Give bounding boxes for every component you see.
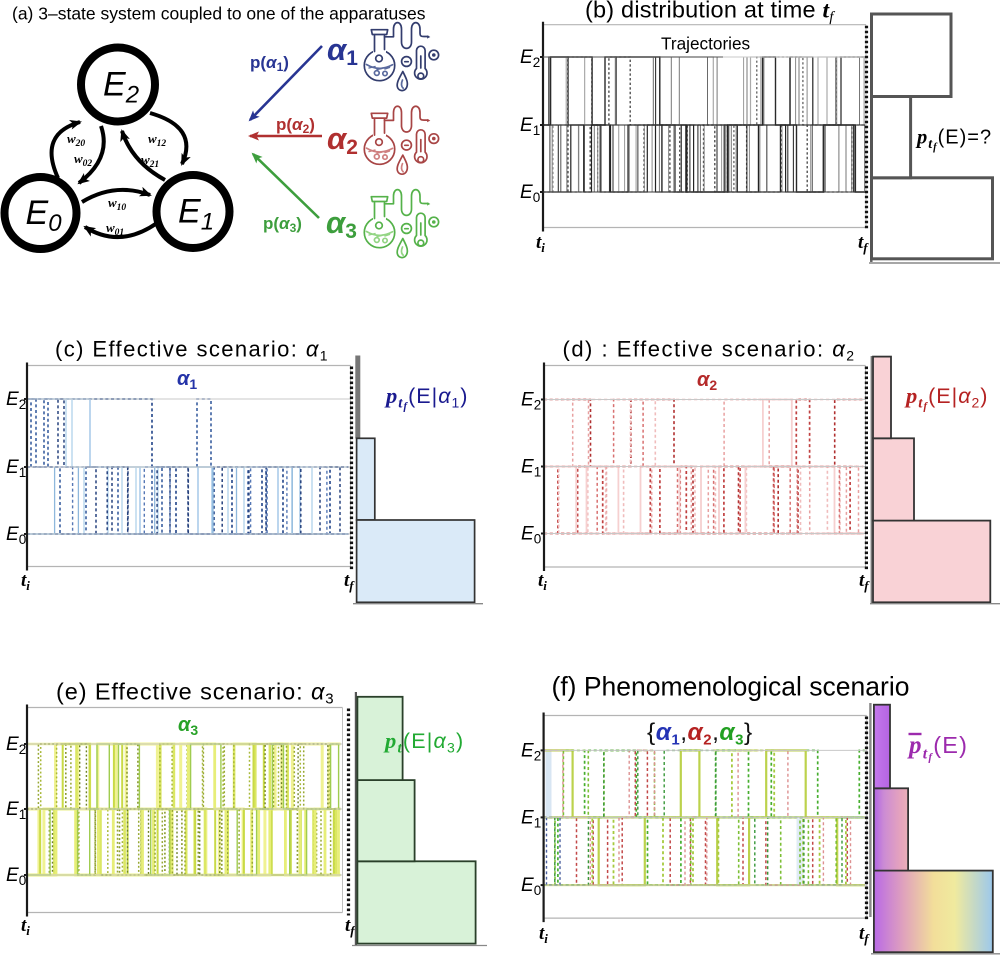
svg-text:(e) Effective scenario: α3: (e) Effective scenario: α3	[56, 679, 335, 708]
svg-text:tf: tf	[345, 915, 356, 938]
svg-text:(d) : Effective scenario: α2: (d) : Effective scenario: α2	[563, 337, 856, 364]
svg-text:E0: E0	[26, 194, 63, 237]
svg-text:ti: ti	[21, 915, 30, 938]
svg-text:ti: ti	[21, 570, 30, 593]
svg-text:ptf(E)=?: ptf(E)=?	[915, 127, 992, 154]
svg-text:p(α1): p(α1)	[250, 53, 289, 74]
svg-text:ti: ti	[538, 570, 547, 593]
svg-text:(b) distribution at time tf: (b) distribution at time tf	[585, 0, 835, 26]
svg-text:Trajectories: Trajectories	[661, 34, 750, 54]
svg-text:ti: ti	[536, 232, 545, 255]
svg-text:pt(E|α3): pt(E|α3)	[383, 728, 464, 757]
svg-text:(f) Phenomenological scenario: (f) Phenomenological scenario	[552, 672, 910, 702]
svg-text:ptf(E|α2): ptf(E|α2)	[904, 383, 988, 413]
svg-text:(c) Effective scenario: α1: (c) Effective scenario: α1	[55, 337, 329, 364]
svg-text:tf: tf	[344, 570, 355, 593]
svg-text:(a) 3–state system coupled to: (a) 3–state system coupled to one of the…	[12, 3, 426, 23]
svg-text:tf: tf	[859, 923, 870, 946]
svg-text:p(α2): p(α2)	[276, 115, 315, 136]
svg-text:{α1,α2,α3}: {α1,α2,α3}	[647, 719, 753, 749]
svg-text:p(α3): p(α3)	[263, 214, 302, 235]
svg-text:tf: tf	[858, 232, 869, 255]
svg-text:tf: tf	[859, 570, 870, 593]
svg-text:ti: ti	[539, 923, 548, 946]
